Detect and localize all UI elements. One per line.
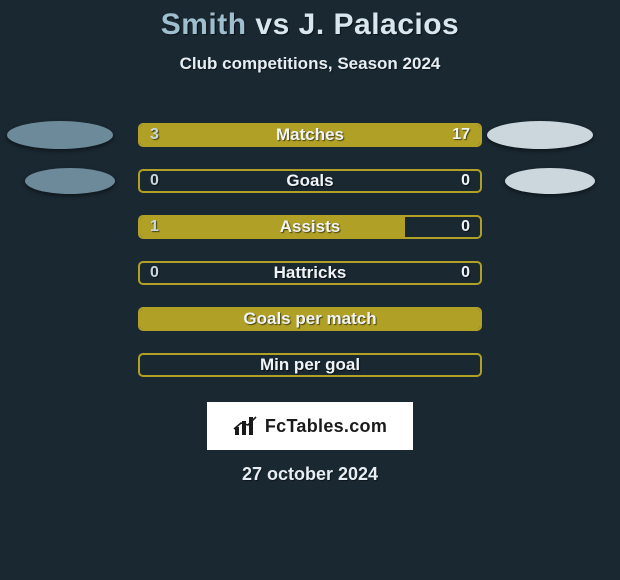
subtitle: Club competitions, Season 2024 [0, 54, 620, 74]
player-marker-right [505, 168, 595, 194]
stat-rows: Matches317Goals00Assists10Hattricks00Goa… [0, 112, 620, 388]
title: Smith vs J. Palacios [0, 8, 620, 42]
stat-bar-track: Hattricks0 0 [138, 261, 482, 285]
source-logo-text: FcTables.com [265, 416, 387, 437]
stat-value-left: 0 [150, 171, 159, 191]
stat-bar-fill-left [140, 309, 480, 329]
stat-bar-fill-left [140, 125, 201, 145]
stat-bar-track: Assists10 [138, 215, 482, 239]
stat-bar-track: Goals0 0 [138, 169, 482, 193]
stat-name: Goals [140, 171, 480, 191]
stat-bar-fill-right [201, 125, 480, 145]
player2-name: J. Palacios [299, 8, 460, 41]
bar-chart-icon [233, 415, 259, 437]
player-marker-left [25, 168, 115, 194]
stat-value-right: 0 [461, 171, 470, 191]
stat-name: Min per goal [140, 355, 480, 375]
stat-row: Matches317 [0, 112, 620, 158]
source-logo: FcTables.com [207, 402, 413, 450]
comparison-card: Smith vs J. Palacios Club competitions, … [0, 0, 620, 580]
stat-value-right: 0 [461, 217, 470, 237]
stat-bar-fill-left [140, 217, 405, 237]
stat-row: Assists10 [0, 204, 620, 250]
date: 27 october 2024 [0, 464, 620, 485]
stat-row: Goals0 0 [0, 158, 620, 204]
stat-bar-track: Goals per match [138, 307, 482, 331]
stat-value-right: 0 [461, 263, 470, 283]
stat-bar-track: Matches317 [138, 123, 482, 147]
stat-row: Goals per match [0, 296, 620, 342]
player1-name: Smith [161, 8, 247, 41]
title-vs: vs [255, 8, 289, 41]
stat-row: Min per goal [0, 342, 620, 388]
stat-bar-track: Min per goal [138, 353, 482, 377]
player-marker-right [487, 121, 593, 149]
stat-value-left: 0 [150, 263, 159, 283]
stat-row: Hattricks0 0 [0, 250, 620, 296]
player-marker-left [7, 121, 113, 149]
stat-name: Hattricks [140, 263, 480, 283]
